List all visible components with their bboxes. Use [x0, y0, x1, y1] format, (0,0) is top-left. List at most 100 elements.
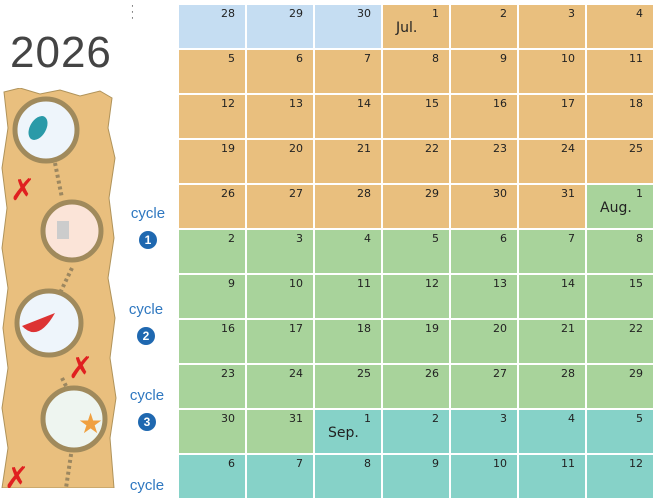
calendar-day-cell[interactable]: 7	[519, 230, 585, 273]
calendar-day-cell[interactable]: 8	[383, 50, 449, 93]
calendar-day-cell[interactable]: 11	[315, 275, 381, 318]
calendar-day-cell[interactable]: 27	[451, 365, 517, 408]
calendar-day-cell[interactable]: 30	[179, 410, 245, 453]
calendar-day-cell[interactable]: 6	[179, 455, 245, 498]
calendar-day-cell[interactable]: 5	[383, 230, 449, 273]
calendar-day-cell[interactable]: 4	[587, 5, 653, 48]
calendar-day-cell[interactable]: 21	[519, 320, 585, 363]
calendar-day-cell[interactable]: 18	[315, 320, 381, 363]
calendar-day-cell[interactable]: 7	[315, 50, 381, 93]
calendar-day-cell[interactable]: 28	[315, 185, 381, 228]
day-number: 11	[629, 52, 643, 65]
day-number: 29	[629, 367, 643, 380]
calendar-day-cell[interactable]: 11	[519, 455, 585, 498]
calendar-day-cell[interactable]: 5	[179, 50, 245, 93]
calendar-day-cell[interactable]: 3	[519, 5, 585, 48]
calendar-day-cell[interactable]: 11	[587, 50, 653, 93]
calendar-day-cell[interactable]: 12	[587, 455, 653, 498]
calendar-day-cell[interactable]: 15	[587, 275, 653, 318]
calendar-day-cell[interactable]: 24	[247, 365, 313, 408]
calendar-day-cell[interactable]: 5	[587, 410, 653, 453]
calendar-day-cell[interactable]: 9	[383, 455, 449, 498]
year-title: 2026	[10, 28, 112, 77]
calendar-day-cell[interactable]: 16	[179, 320, 245, 363]
day-number: 13	[493, 277, 507, 290]
calendar-day-cell[interactable]: 18	[587, 95, 653, 138]
calendar-day-cell[interactable]: 23	[179, 365, 245, 408]
calendar-day-cell[interactable]: 7	[247, 455, 313, 498]
calendar-day-cell[interactable]: 28	[519, 365, 585, 408]
calendar-day-cell[interactable]: 19	[383, 320, 449, 363]
day-number: 18	[629, 97, 643, 110]
calendar-day-cell[interactable]: 19	[179, 140, 245, 183]
calendar-day-cell[interactable]: 26	[383, 365, 449, 408]
calendar-day-cell[interactable]: 8	[315, 455, 381, 498]
calendar-day-cell[interactable]: 17	[247, 320, 313, 363]
day-number: 28	[561, 367, 575, 380]
drag-handle[interactable]: · · ·	[131, 2, 134, 24]
calendar-day-cell[interactable]: 17	[519, 95, 585, 138]
calendar-day-cell[interactable]: 25	[587, 140, 653, 183]
calendar-day-cell[interactable]: 21	[315, 140, 381, 183]
day-number: 29	[425, 187, 439, 200]
calendar-day-cell[interactable]: 25	[315, 365, 381, 408]
day-number: 19	[425, 322, 439, 335]
calendar-day-cell[interactable]: 26	[179, 185, 245, 228]
day-number: 4	[636, 7, 643, 20]
calendar-day-cell[interactable]: 22	[383, 140, 449, 183]
calendar-day-cell[interactable]: 12	[383, 275, 449, 318]
calendar-day-cell[interactable]: 13	[451, 275, 517, 318]
cycle-1-label: cycle 1	[130, 205, 166, 249]
calendar-day-cell[interactable]: 12	[179, 95, 245, 138]
calendar-day-cell[interactable]: 9	[179, 275, 245, 318]
calendar-day-cell[interactable]: 10	[519, 50, 585, 93]
day-number: 5	[636, 412, 643, 425]
calendar-day-cell[interactable]: 14	[315, 95, 381, 138]
calendar-day-cell[interactable]: 31	[247, 410, 313, 453]
calendar-day-cell[interactable]: 14	[519, 275, 585, 318]
calendar-day-cell[interactable]: 13	[247, 95, 313, 138]
day-number: 10	[289, 277, 303, 290]
calendar-day-cell[interactable]: 15	[383, 95, 449, 138]
day-number: 17	[561, 97, 575, 110]
calendar-day-cell[interactable]: 10	[451, 455, 517, 498]
calendar-day-cell[interactable]: 8	[587, 230, 653, 273]
day-number: 14	[357, 97, 371, 110]
calendar-day-cell[interactable]: 31	[519, 185, 585, 228]
calendar-day-cell[interactable]: 23	[451, 140, 517, 183]
calendar-day-cell[interactable]: 3	[247, 230, 313, 273]
day-number: 6	[296, 52, 303, 65]
day-number: 30	[493, 187, 507, 200]
cycle-number-badge: 2	[137, 327, 155, 345]
calendar-day-cell[interactable]: 30	[451, 185, 517, 228]
calendar-day-cell[interactable]: 28	[179, 5, 245, 48]
calendar-day-cell[interactable]: 20	[451, 320, 517, 363]
day-number: 15	[629, 277, 643, 290]
calendar-day-cell[interactable]: 2	[383, 410, 449, 453]
calendar-day-cell[interactable]: 30	[315, 5, 381, 48]
calendar-day-cell[interactable]: 3	[451, 410, 517, 453]
calendar-day-cell[interactable]: 10	[247, 275, 313, 318]
calendar-day-cell[interactable]: 1 Aug.	[587, 185, 653, 228]
day-number: 29	[289, 7, 303, 20]
calendar-day-cell[interactable]: 4	[519, 410, 585, 453]
calendar-day-cell[interactable]: 9	[451, 50, 517, 93]
day-number: 2	[500, 7, 507, 20]
day-number: 27	[289, 187, 303, 200]
calendar-day-cell[interactable]: 6	[451, 230, 517, 273]
calendar-day-cell[interactable]: 29	[383, 185, 449, 228]
calendar-day-cell[interactable]: 20	[247, 140, 313, 183]
calendar-day-cell[interactable]: 24	[519, 140, 585, 183]
calendar-day-cell[interactable]: 29	[247, 5, 313, 48]
calendar-day-cell[interactable]: 6	[247, 50, 313, 93]
calendar-day-cell[interactable]: 2	[179, 230, 245, 273]
calendar-day-cell[interactable]: 2	[451, 5, 517, 48]
calendar-day-cell[interactable]: 27	[247, 185, 313, 228]
calendar-day-cell[interactable]: 22	[587, 320, 653, 363]
calendar-day-cell[interactable]: 16	[451, 95, 517, 138]
svg-text:✗: ✗	[10, 173, 35, 208]
calendar-day-cell[interactable]: 29	[587, 365, 653, 408]
calendar-day-cell[interactable]: 4	[315, 230, 381, 273]
calendar-day-cell[interactable]: 1 Jul.	[383, 5, 449, 48]
calendar-day-cell[interactable]: 1 Sep.	[315, 410, 381, 453]
